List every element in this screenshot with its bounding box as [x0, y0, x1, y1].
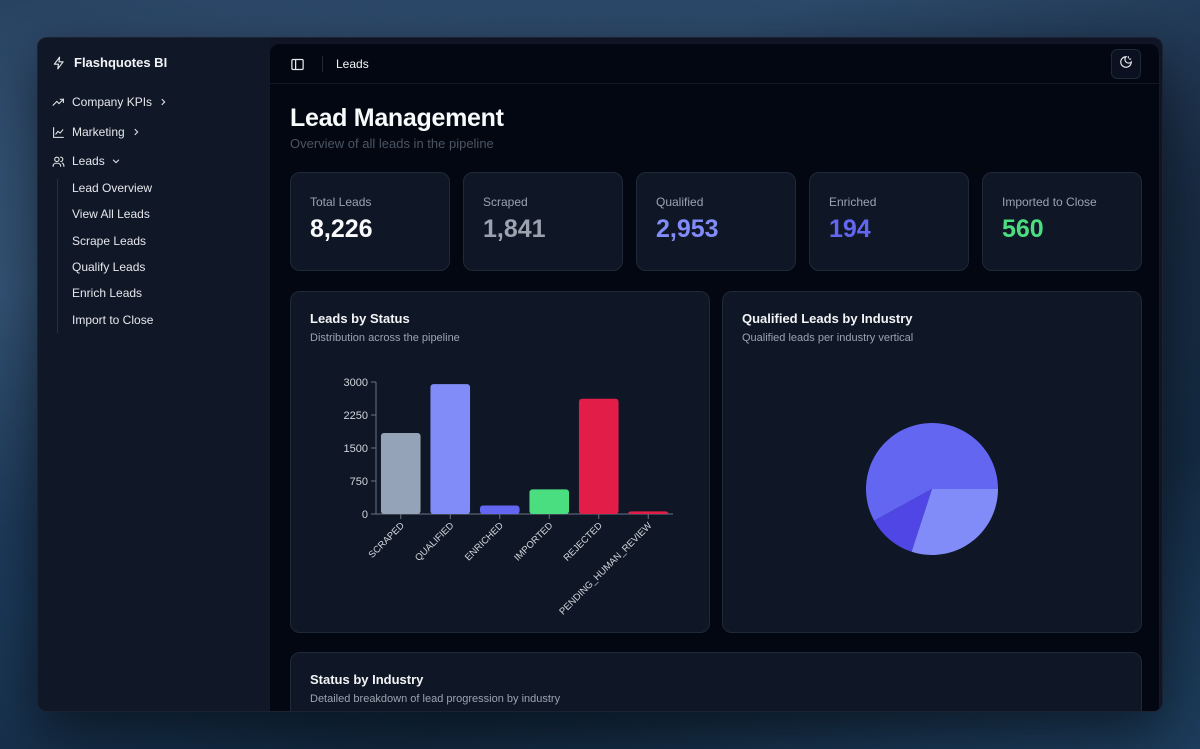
breadcrumb: Leads [336, 57, 369, 71]
stat-value: 1,841 [483, 215, 546, 243]
stat-value: 2,953 [656, 215, 719, 243]
x-tick-label: IMPORTED [512, 520, 555, 563]
moon-icon [1119, 55, 1133, 74]
users-icon [52, 155, 65, 168]
sidebar-item-leads[interactable]: Leads [52, 151, 121, 171]
panel-subtitle: Distribution across the pipeline [310, 332, 460, 344]
top-bar: Leads [270, 44, 1159, 84]
bar-chart: 0 750 1500 2250 3000 SCRAPED QUALIFIED ENRICHED… [344, 377, 673, 617]
pie-slice-0[interactable] [866, 423, 998, 521]
lightning-icon [53, 56, 64, 69]
sidebar-toggle-icon[interactable] [290, 57, 305, 72]
sidebar-item-company-kpis[interactable]: Company KPIs [52, 92, 168, 112]
bar-enriched[interactable] [479, 505, 520, 514]
bar-imported[interactable] [529, 489, 570, 514]
bar-scraped[interactable] [380, 432, 421, 514]
stat-value: 560 [1002, 215, 1044, 243]
page-subtitle: Overview of all leads in the pipeline [290, 136, 494, 151]
x-tick-label: QUALIFIED [413, 520, 456, 563]
stat-card-enriched: Enriched 194 [809, 172, 969, 271]
panel-leads-by-status: Leads by Status Distribution across the … [290, 291, 710, 633]
y-tick-label: 2250 [344, 410, 368, 422]
panel-subtitle: Qualified leads per industry vertical [742, 332, 914, 344]
y-tick-label: 750 [350, 476, 368, 488]
sidebar-subitem-qualify-leads[interactable]: Qualify Leads [72, 260, 146, 274]
stat-label: Enriched [829, 195, 877, 209]
sidebar-item-marketing[interactable]: Marketing [52, 122, 141, 142]
stat-label: Imported to Close [1002, 195, 1097, 209]
bar-qualified[interactable] [430, 384, 471, 514]
sidebar: Flashquotes BI Company KPIs Marketing Le… [38, 38, 269, 711]
sidebar-subitem-view-all-leads[interactable]: View All Leads [72, 207, 150, 221]
sidebar-item-label: Leads [72, 154, 105, 168]
stat-label: Scraped [483, 195, 528, 209]
panel-status-by-industry: Status by Industry Detailed breakdown of… [290, 652, 1142, 711]
brand-name: Flashquotes BI [74, 55, 168, 70]
chevron-right-icon [131, 127, 141, 137]
stat-label: Total Leads [310, 195, 372, 209]
app-window: Flashquotes BI Company KPIs Marketing Le… [37, 37, 1163, 712]
stat-card-total-leads: Total Leads 8,226 [290, 172, 450, 271]
panel-title: Leads by Status [310, 311, 410, 326]
panel-title: Qualified Leads by Industry [742, 311, 913, 326]
sidebar-subitem-lead-overview[interactable]: Lead Overview [72, 181, 153, 195]
y-tick-label: 3000 [344, 377, 368, 389]
topbar-divider [322, 56, 323, 72]
x-tick-label: ENRICHED [463, 520, 506, 563]
pie-chart [866, 423, 998, 555]
stat-value: 8,226 [310, 215, 373, 243]
stat-card-imported-to-close: Imported to Close 560 [982, 172, 1142, 271]
chevron-down-icon [111, 156, 121, 166]
y-tick-label: 1500 [344, 443, 368, 455]
panel-qualified-by-industry: Qualified Leads by Industry Qualified le… [722, 291, 1142, 633]
sidebar-subitem-scrape-leads[interactable]: Scrape Leads [72, 234, 147, 248]
sidebar-item-label: Company KPIs [72, 95, 153, 109]
bar-rejected[interactable] [578, 398, 619, 514]
stat-value: 194 [829, 215, 871, 243]
pie-slice-2[interactable] [911, 489, 998, 555]
x-tick-label: SCRAPED [367, 520, 407, 560]
pie-slice-1[interactable] [874, 489, 932, 552]
stat-card-qualified: Qualified 2,953 [636, 172, 796, 271]
panel-title: Status by Industry [310, 672, 424, 687]
bar-pending_human_review[interactable] [628, 511, 669, 514]
theme-toggle-button[interactable] [1111, 49, 1141, 79]
submenu-guide-line [57, 179, 58, 333]
trending-up-icon [52, 96, 65, 109]
brand[interactable]: Flashquotes BI [52, 55, 167, 70]
chevron-right-icon [158, 97, 168, 107]
sidebar-subitem-import-to-close[interactable]: Import to Close [72, 313, 154, 327]
sidebar-subitem-enrich-leads[interactable]: Enrich Leads [72, 286, 143, 300]
panel-subtitle: Detailed breakdown of lead progression b… [310, 693, 561, 705]
stat-label: Qualified [656, 195, 704, 209]
main-content: Leads Lead Management Overview of all le… [269, 43, 1160, 711]
page-title: Lead Management [290, 104, 504, 132]
area-chart-icon [52, 126, 65, 139]
x-tick-label: REJECTED [562, 520, 605, 563]
stat-card-scraped: Scraped 1,841 [463, 172, 623, 271]
y-tick-label: 0 [362, 509, 368, 521]
x-tick-label: PENDING_HUMAN_REVIEW [557, 520, 654, 617]
sidebar-item-label: Marketing [72, 125, 125, 139]
